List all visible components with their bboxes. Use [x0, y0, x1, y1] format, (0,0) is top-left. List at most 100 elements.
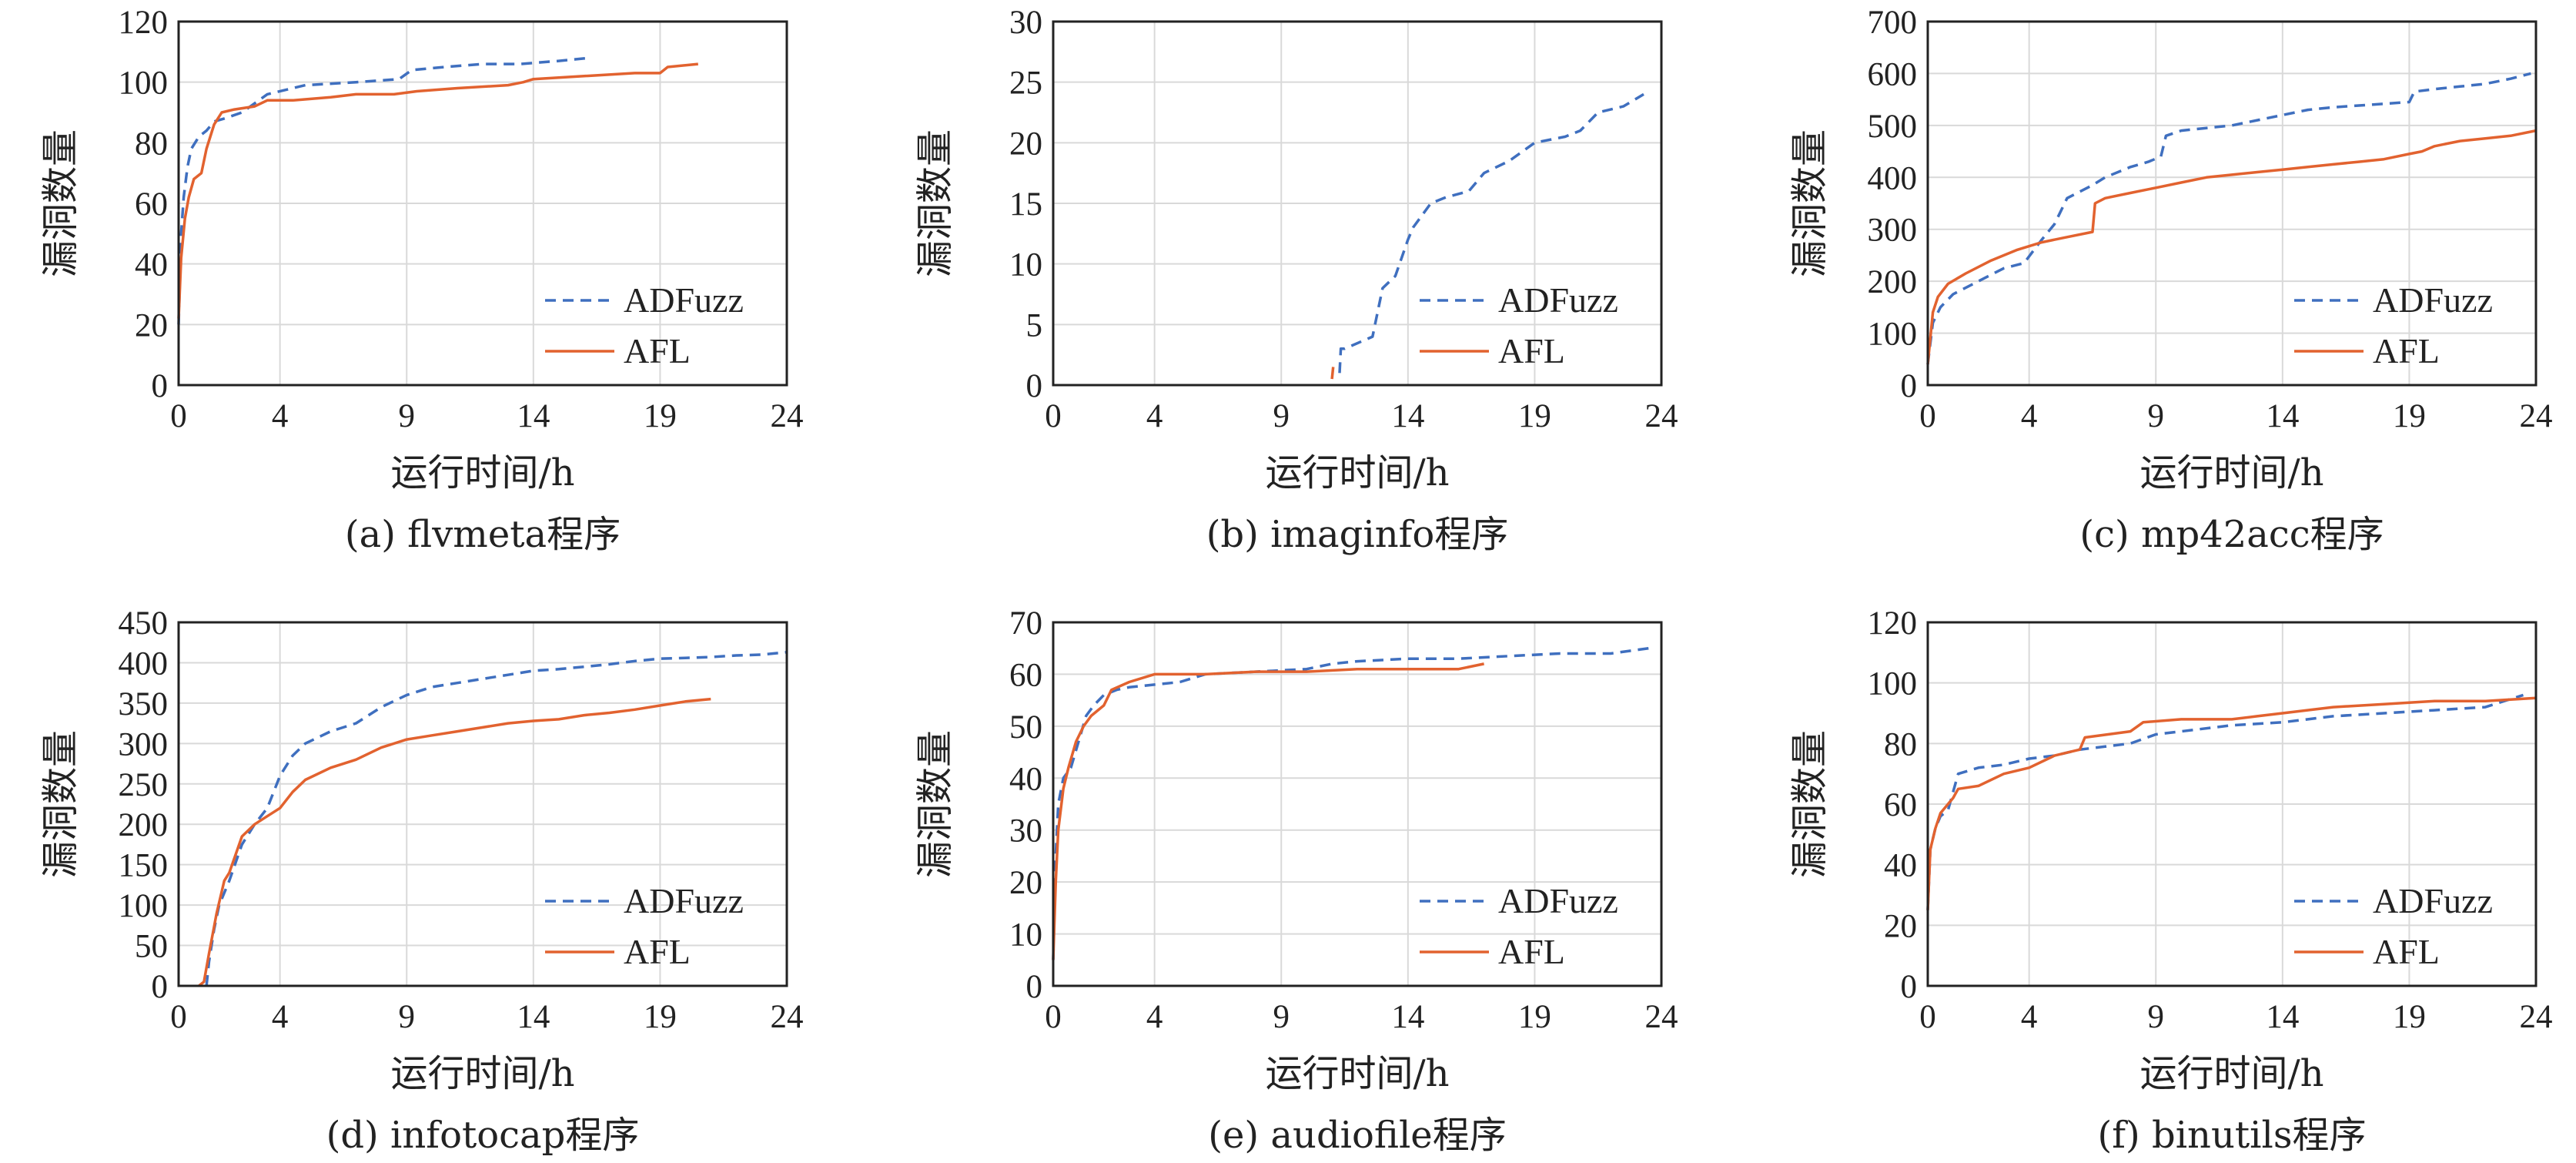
x-tick-label: 24: [2520, 999, 2553, 1035]
series-line-adfuzz: [177, 56, 590, 325]
x-tick-label: 4: [2021, 398, 2038, 434]
x-tick-label: 9: [1273, 999, 1290, 1035]
x-tick-label: 14: [517, 398, 550, 434]
y-tick-label: 0: [1026, 969, 1043, 1005]
x-tick-label: 24: [2520, 398, 2553, 434]
y-tick-label: 300: [119, 726, 169, 762]
y-tick-label: 0: [1026, 368, 1043, 404]
x-axis-label: 运行时间/h: [390, 1052, 574, 1095]
y-axis-label: 漏洞数量: [1788, 730, 1832, 878]
x-tick-label: 0: [170, 398, 187, 434]
y-tick-label: 100: [119, 65, 169, 102]
plot-frame: [1052, 621, 1663, 987]
y-tick-label: 100: [1868, 666, 1918, 702]
chart-panel-1: 0 4 9 14 19 24 0 20 40 60 80 100 120 运行时间/h 漏洞数量 (a) fl…: [39, 5, 804, 556]
y-tick-label: 80: [1884, 726, 1917, 762]
y-axis-label: 漏洞数量: [1788, 129, 1832, 277]
y-tick-label: 250: [119, 767, 169, 803]
y-tick-label: 200: [1868, 264, 1918, 300]
x-axis-label: 运行时间/h: [2139, 451, 2323, 494]
y-tick-label: 20: [1009, 126, 1042, 162]
y-tick-label: 10: [1009, 247, 1042, 283]
y-tick-label: 20: [1009, 865, 1042, 901]
x-tick-label: 9: [2148, 999, 2165, 1035]
x-tick-label: 0: [1045, 999, 1062, 1035]
series-line-adfuzz: [1926, 72, 2531, 365]
x-tick-label: 14: [517, 999, 550, 1035]
x-tick-label: 19: [1518, 398, 1551, 434]
panel-caption: (a) flvmeta程序: [345, 513, 621, 556]
x-tick-label: 24: [771, 999, 804, 1035]
x-tick-label: 14: [1391, 398, 1424, 434]
y-tick-label: 500: [1868, 109, 1918, 145]
y-tick-label: 15: [1009, 186, 1042, 223]
series-line-afl: [1330, 367, 1335, 380]
series-line-adfuzz: [205, 651, 788, 987]
x-tick-label: 9: [1273, 398, 1290, 434]
y-tick-label: 0: [152, 969, 169, 1005]
y-tick-label: 30: [1009, 5, 1042, 41]
plot-frame: [1052, 20, 1663, 387]
x-tick-label: 4: [272, 999, 289, 1035]
y-tick-label: 0: [1901, 368, 1918, 404]
series-line-afl: [1052, 662, 1484, 960]
x-axis-label: 运行时间/h: [1265, 451, 1449, 494]
legend-label-adfuzz: ADFuzz: [2373, 280, 2493, 320]
legend-label-adfuzz: ADFuzz: [2373, 881, 2493, 920]
x-tick-label: 19: [2393, 999, 2426, 1035]
legend-label-adfuzz: ADFuzz: [624, 280, 744, 320]
panel-caption: (b) imaginfo程序: [1206, 513, 1509, 556]
legend-label-adfuzz: ADFuzz: [1498, 881, 1618, 920]
y-tick-label: 100: [1868, 317, 1918, 353]
y-tick-label: 20: [135, 307, 168, 344]
x-axis-label: 运行时间/h: [2139, 1052, 2323, 1095]
y-tick-label: 80: [135, 126, 168, 162]
x-tick-label: 19: [1518, 999, 1551, 1035]
x-tick-label: 4: [2021, 999, 2038, 1035]
x-tick-label: 0: [170, 999, 187, 1035]
plot-frame: [1926, 20, 2538, 387]
x-tick-label: 24: [771, 398, 804, 434]
x-axis-label: 运行时间/h: [390, 451, 574, 494]
plot-frame: [1926, 621, 2538, 987]
x-axis-label: 运行时间/h: [1265, 1052, 1449, 1095]
y-tick-label: 120: [1868, 605, 1918, 642]
chart-panel-5: 0 4 9 14 19 24 0 10 20 30 40 50 60 70 运行时间/h 漏洞数量 (e) au…: [914, 605, 1678, 1157]
x-tick-label: 4: [272, 398, 289, 434]
panel-caption: (c) mp42acc程序: [2079, 513, 2384, 556]
y-tick-label: 0: [1901, 969, 1918, 1005]
y-tick-label: 40: [135, 247, 168, 283]
y-tick-label: 350: [119, 686, 169, 722]
y-tick-label: 0: [152, 368, 169, 404]
series-line-afl: [177, 62, 698, 319]
y-axis-label: 漏洞数量: [914, 129, 957, 277]
legend-label-adfuzz: ADFuzz: [1498, 280, 1618, 320]
plot-frame: [177, 20, 788, 387]
y-tick-label: 600: [1868, 56, 1918, 92]
y-tick-label: 5: [1026, 307, 1043, 344]
panel-caption: (e) audiofile程序: [1208, 1114, 1506, 1157]
x-tick-label: 24: [1645, 398, 1678, 434]
y-tick-label: 50: [1009, 709, 1042, 746]
y-tick-label: 30: [1009, 813, 1042, 850]
x-tick-label: 0: [1045, 398, 1062, 434]
x-tick-label: 19: [644, 999, 677, 1035]
y-tick-label: 10: [1009, 917, 1042, 954]
y-tick-label: 25: [1009, 65, 1042, 102]
panel-caption: (f) binutils程序: [2097, 1114, 2366, 1157]
x-tick-label: 9: [399, 999, 416, 1035]
y-tick-label: 700: [1868, 5, 1918, 41]
y-tick-label: 400: [1868, 160, 1918, 196]
series-line-adfuzz: [1338, 92, 1644, 374]
y-tick-label: 120: [119, 5, 169, 41]
panel-caption: (d) infotocap程序: [326, 1114, 640, 1157]
y-tick-label: 100: [119, 888, 169, 924]
y-tick-label: 40: [1884, 848, 1917, 884]
y-tick-label: 40: [1009, 761, 1042, 797]
x-tick-label: 14: [2266, 999, 2299, 1035]
legend-label-adfuzz: ADFuzz: [624, 881, 744, 920]
x-tick-label: 14: [2266, 398, 2299, 434]
x-tick-label: 9: [399, 398, 416, 434]
x-tick-label: 19: [644, 398, 677, 434]
